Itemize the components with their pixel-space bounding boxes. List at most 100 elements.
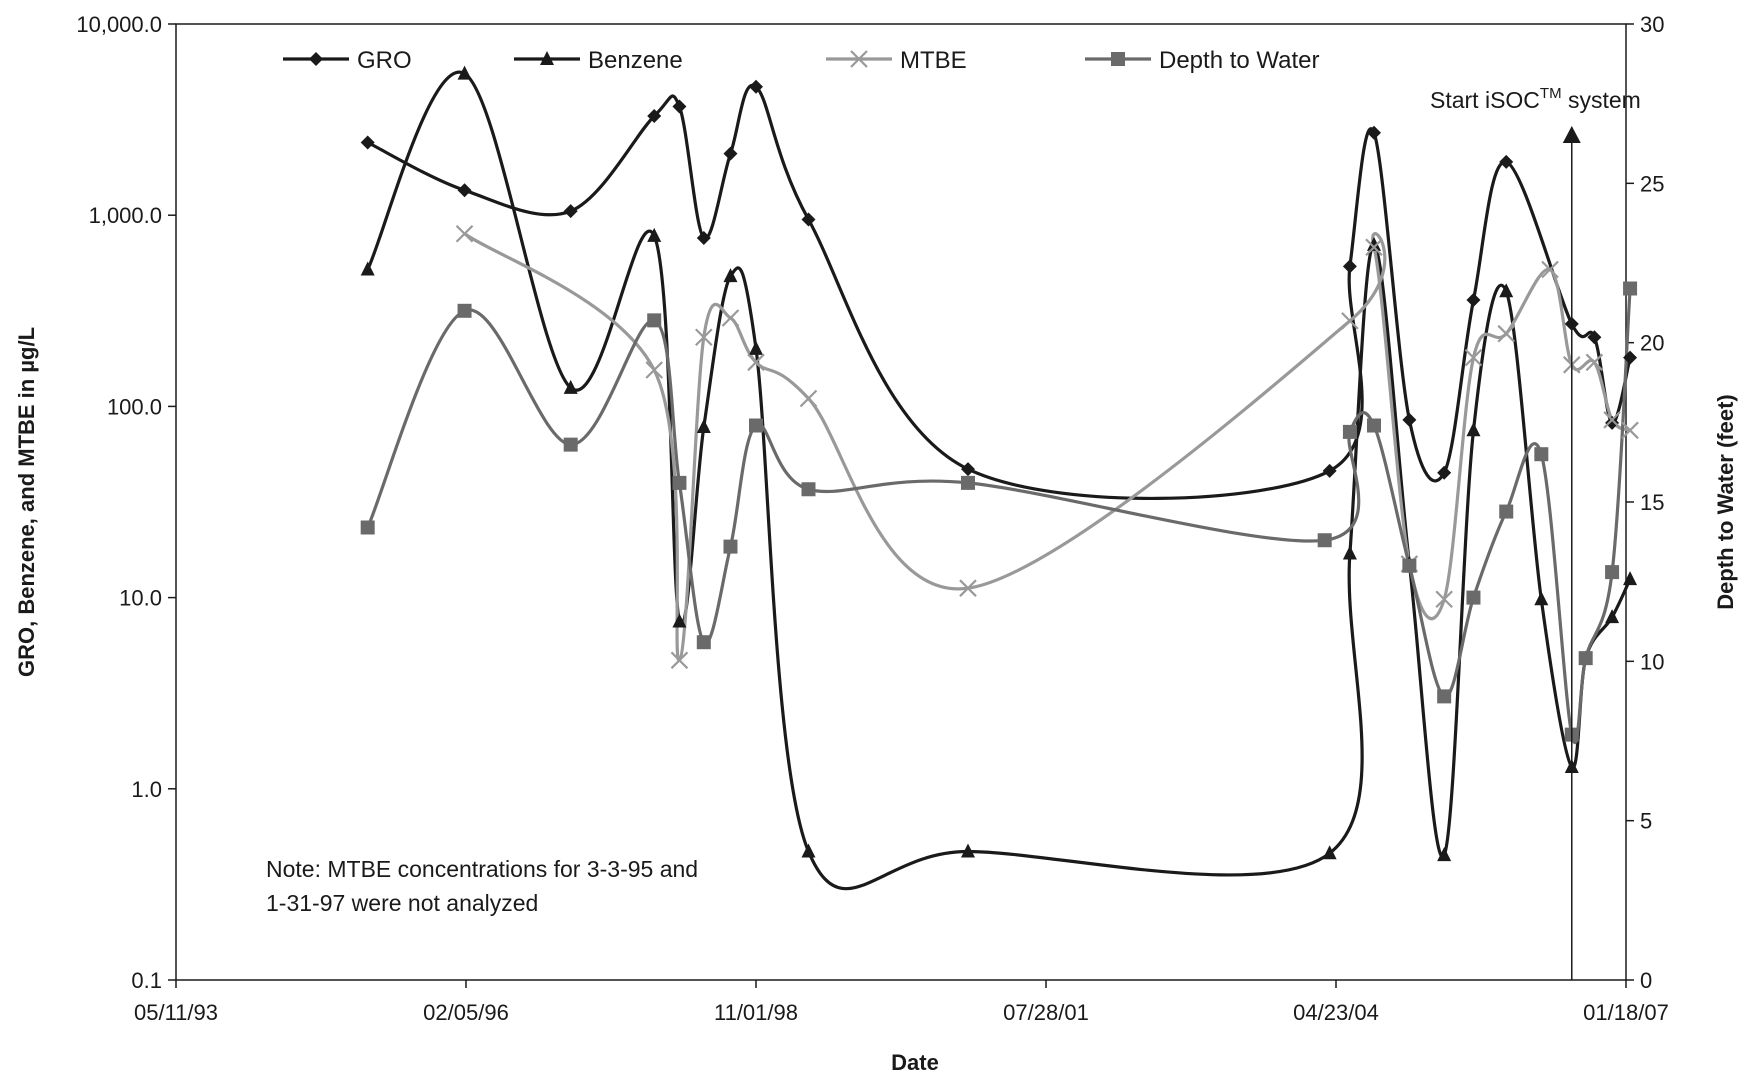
x-tick-label: 01/18/07	[1583, 1000, 1669, 1025]
data-point-gro	[1402, 412, 1417, 427]
series-markers-gro	[360, 79, 1638, 480]
plot-area	[175, 23, 1627, 981]
data-point-gro	[360, 135, 375, 150]
data-point-depth-to-water	[723, 539, 738, 554]
y2-tick-label: 30	[1640, 12, 1664, 37]
data-point-mtbe	[1464, 348, 1483, 367]
legend-swatch-marker	[850, 50, 868, 68]
legend-label: Depth to Water	[1159, 47, 1320, 74]
data-point-gro	[1587, 330, 1602, 345]
data-point-benzene	[960, 843, 975, 858]
event-marker-label: Start iSOCTM system	[1430, 85, 1641, 113]
data-point-depth-to-water	[1366, 418, 1381, 433]
data-point-benzene	[723, 268, 738, 283]
y-tick-label: 10,000.0	[76, 12, 162, 37]
data-point-depth-to-water	[457, 303, 472, 318]
y2-tick-label: 5	[1640, 809, 1652, 834]
data-point-mtbe	[799, 389, 818, 408]
y-tick-label: 0.1	[131, 968, 162, 993]
data-point-gro	[1366, 125, 1381, 140]
data-point-benzene	[696, 419, 711, 434]
x-tick-label: 02/05/96	[423, 1000, 509, 1025]
data-point-gro	[563, 204, 578, 219]
data-point-gro	[672, 99, 687, 114]
y-tick-label: 1,000.0	[89, 203, 162, 228]
event-marker-arrowhead	[1562, 126, 1581, 143]
legend-item-gro: GRO	[283, 47, 412, 74]
data-point-mtbe	[1621, 421, 1639, 440]
data-point-benzene	[801, 843, 816, 858]
data-point-depth-to-water	[1623, 281, 1638, 296]
data-point-benzene	[1605, 609, 1620, 624]
y-tick-label: 100.0	[107, 394, 162, 419]
y-tick-label: 1.0	[131, 777, 162, 802]
data-point-depth-to-water	[1437, 689, 1452, 704]
data-point-benzene	[1534, 591, 1549, 606]
data-point-gro	[749, 79, 763, 94]
data-point-gro	[1322, 463, 1337, 478]
data-point-mtbe	[455, 224, 474, 243]
data-point-benzene	[647, 227, 662, 242]
data-point-mtbe	[695, 328, 713, 347]
data-point-benzene	[1366, 236, 1381, 251]
data-point-depth-to-water	[749, 418, 763, 433]
legend-swatch-marker	[540, 51, 554, 65]
x-tick-label: 07/28/01	[1003, 1000, 1089, 1025]
data-point-mtbe	[1497, 324, 1516, 343]
data-point-depth-to-water	[563, 437, 578, 452]
data-point-depth-to-water	[647, 313, 662, 328]
legend-swatch-marker	[1111, 52, 1125, 66]
legend-swatch-marker	[309, 52, 323, 66]
data-point-depth-to-water	[1578, 651, 1593, 666]
legend-label: Benzene	[588, 47, 683, 74]
data-point-gro	[1437, 465, 1452, 480]
series-markers-depth-to-water	[360, 281, 1638, 742]
y2-axis-title: Depth to Water (feet)	[1713, 394, 1738, 610]
data-point-gro	[801, 212, 816, 227]
event-marker: Start iSOCTM system	[1430, 85, 1641, 980]
data-point-gro	[457, 183, 472, 198]
legend: GRO Benzene MTBE Depth to Water	[283, 47, 1320, 74]
data-point-benzene	[563, 379, 578, 394]
data-point-benzene	[360, 261, 375, 276]
x-tick-label: 11/01/98	[714, 1000, 798, 1025]
marker-layer	[360, 65, 1639, 862]
data-point-benzene	[1466, 422, 1481, 437]
data-point-benzene	[1623, 571, 1638, 586]
data-point-mtbe	[670, 651, 689, 670]
y-axis-title: GRO, Benzene, and MTBE in µg/L	[14, 327, 39, 677]
data-point-benzene	[1499, 283, 1514, 298]
data-point-gro	[1466, 293, 1481, 308]
y2-tick-label: 25	[1640, 171, 1664, 196]
data-point-mtbe	[645, 361, 663, 379]
data-point-mtbe	[1341, 312, 1359, 330]
axes: 05/11/93 02/05/96 11/01/98 07/28/01 04/23/04…	[76, 12, 1668, 1025]
legend-label: MTBE	[900, 47, 967, 74]
x-tick-label: 05/11/93	[134, 1000, 218, 1025]
x-tick-label: 04/23/04	[1293, 1000, 1379, 1025]
legend-item-mtbe: MTBE	[826, 47, 967, 74]
data-point-depth-to-water	[960, 475, 975, 490]
data-point-gro	[1499, 154, 1514, 169]
data-point-gro	[723, 146, 738, 161]
data-point-depth-to-water	[696, 635, 711, 650]
legend-item-benzene: Benzene	[514, 47, 683, 74]
data-point-depth-to-water	[672, 475, 687, 490]
data-point-benzene	[1342, 545, 1357, 560]
legend-item-depth-to-water: Depth to Water	[1085, 47, 1320, 74]
y2-tick-label: 20	[1640, 331, 1664, 356]
data-point-depth-to-water	[1402, 558, 1417, 573]
data-point-mtbe	[1585, 353, 1604, 372]
data-point-gro	[696, 230, 711, 245]
data-point-depth-to-water	[1534, 447, 1549, 462]
y2-tick-label: 15	[1640, 490, 1664, 515]
y2-tick-label: 10	[1640, 649, 1664, 674]
data-point-gro	[1605, 415, 1620, 430]
data-point-depth-to-water	[801, 482, 816, 497]
data-point-gro	[647, 109, 662, 124]
data-point-mtbe	[721, 309, 740, 327]
y-tick-label: 10.0	[119, 586, 162, 611]
data-point-mtbe	[1541, 260, 1559, 279]
data-point-benzene	[1437, 847, 1452, 862]
